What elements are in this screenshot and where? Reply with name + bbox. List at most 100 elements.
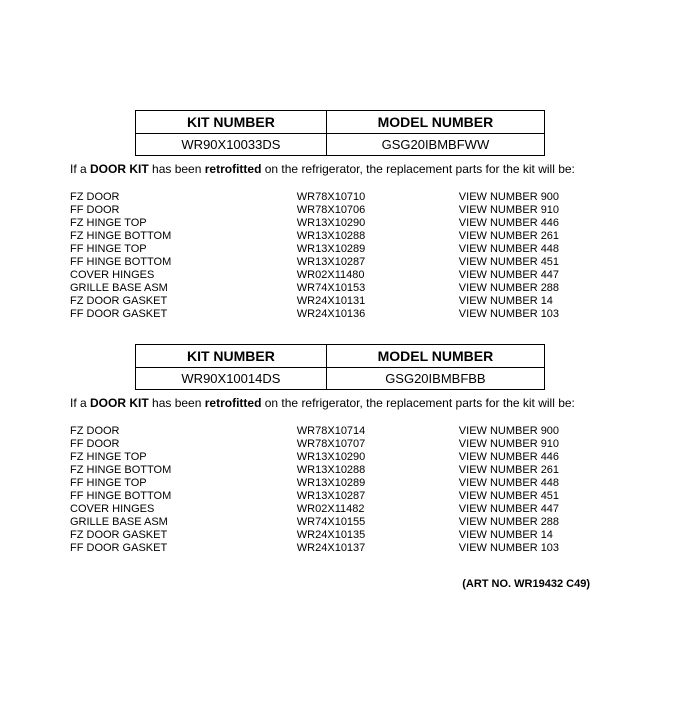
parts-row: FF DOORWR78X10707VIEW NUMBER 910 <box>70 437 610 450</box>
kit2-model-value: GSG20IBMBFBB <box>326 368 544 390</box>
parts-row: COVER HINGESWR02X11480VIEW NUMBER 447 <box>70 268 610 281</box>
kit1-note: If a DOOR KIT has been retrofitted on th… <box>70 162 610 176</box>
parts-row: FZ DOORWR78X10710VIEW NUMBER 900 <box>70 190 610 203</box>
part-number: WR13X10288 <box>297 463 459 476</box>
kit2-note-bold1: DOOR KIT <box>90 396 149 410</box>
kit2-note-suffix: on the refrigerator, the replacement par… <box>261 396 575 410</box>
parts-row: FF HINGE TOPWR13X10289VIEW NUMBER 448 <box>70 242 610 255</box>
part-view: VIEW NUMBER 451 <box>459 489 610 502</box>
kit1-parts-table: FZ DOORWR78X10710VIEW NUMBER 900FF DOORW… <box>70 190 610 320</box>
part-number: WR02X11482 <box>297 502 459 515</box>
parts-row: FZ HINGE TOPWR13X10290VIEW NUMBER 446 <box>70 216 610 229</box>
kit2-model-header: MODEL NUMBER <box>326 345 544 368</box>
part-number: WR13X10289 <box>297 476 459 489</box>
part-number: WR13X10287 <box>297 255 459 268</box>
kit1-note-mid: has been <box>149 162 205 176</box>
part-view: VIEW NUMBER 14 <box>459 294 610 307</box>
part-name: FF HINGE TOP <box>70 242 297 255</box>
part-name: FZ DOOR <box>70 190 297 203</box>
part-view: VIEW NUMBER 288 <box>459 515 610 528</box>
kit1-note-prefix: If a <box>70 162 90 176</box>
part-name: FZ DOOR GASKET <box>70 528 297 541</box>
parts-row: FZ DOORWR78X10714VIEW NUMBER 900 <box>70 424 610 437</box>
part-name: FZ HINGE TOP <box>70 450 297 463</box>
kit1-model-header: MODEL NUMBER <box>326 111 544 134</box>
part-name: COVER HINGES <box>70 268 297 281</box>
parts-row: FZ HINGE BOTTOMWR13X10288VIEW NUMBER 261 <box>70 463 610 476</box>
parts-row: FF DOOR GASKETWR24X10136VIEW NUMBER 103 <box>70 307 610 320</box>
kit2-header-table: KIT NUMBER MODEL NUMBER WR90X10014DS GSG… <box>135 344 545 390</box>
parts-row: FF HINGE BOTTOMWR13X10287VIEW NUMBER 451 <box>70 489 610 502</box>
part-name: GRILLE BASE ASM <box>70 281 297 294</box>
part-name: FF HINGE BOTTOM <box>70 255 297 268</box>
part-name: FF DOOR GASKET <box>70 307 297 320</box>
kit1-model-value: GSG20IBMBFWW <box>326 134 544 156</box>
kit2-note-mid: has been <box>149 396 205 410</box>
part-name: FF DOOR <box>70 203 297 216</box>
part-number: WR78X10706 <box>297 203 459 216</box>
kit1-note-bold1: DOOR KIT <box>90 162 149 176</box>
parts-row: FZ HINGE TOPWR13X10290VIEW NUMBER 446 <box>70 450 610 463</box>
part-view: VIEW NUMBER 446 <box>459 216 610 229</box>
part-number: WR78X10710 <box>297 190 459 203</box>
part-view: VIEW NUMBER 447 <box>459 268 610 281</box>
part-number: WR24X10135 <box>297 528 459 541</box>
part-number: WR78X10707 <box>297 437 459 450</box>
part-view: VIEW NUMBER 261 <box>459 463 610 476</box>
part-number: WR78X10714 <box>297 424 459 437</box>
part-number: WR02X11480 <box>297 268 459 281</box>
parts-row: GRILLE BASE ASMWR74X10153VIEW NUMBER 288 <box>70 281 610 294</box>
kit2-note-prefix: If a <box>70 396 90 410</box>
parts-row: FF DOOR GASKETWR24X10137VIEW NUMBER 103 <box>70 541 610 554</box>
part-number: WR74X10153 <box>297 281 459 294</box>
part-view: VIEW NUMBER 448 <box>459 476 610 489</box>
kit1-note-bold2: retrofitted <box>205 162 262 176</box>
part-number: WR24X10131 <box>297 294 459 307</box>
part-number: WR24X10136 <box>297 307 459 320</box>
part-number: WR13X10288 <box>297 229 459 242</box>
part-number: WR13X10290 <box>297 450 459 463</box>
kit1-kit-value: WR90X10033DS <box>136 134 327 156</box>
part-view: VIEW NUMBER 288 <box>459 281 610 294</box>
part-number: WR13X10287 <box>297 489 459 502</box>
part-number: WR24X10137 <box>297 541 459 554</box>
part-view: VIEW NUMBER 910 <box>459 437 610 450</box>
part-view: VIEW NUMBER 103 <box>459 541 610 554</box>
part-name: FZ DOOR <box>70 424 297 437</box>
part-view: VIEW NUMBER 448 <box>459 242 610 255</box>
part-name: FF DOOR GASKET <box>70 541 297 554</box>
kit2-note: If a DOOR KIT has been retrofitted on th… <box>70 396 610 410</box>
part-name: FF DOOR <box>70 437 297 450</box>
parts-row: FZ DOOR GASKETWR24X10131VIEW NUMBER 14 <box>70 294 610 307</box>
part-number: WR13X10290 <box>297 216 459 229</box>
part-view: VIEW NUMBER 446 <box>459 450 610 463</box>
part-name: FF HINGE BOTTOM <box>70 489 297 502</box>
part-number: WR13X10289 <box>297 242 459 255</box>
part-view: VIEW NUMBER 103 <box>459 307 610 320</box>
part-name: FF HINGE TOP <box>70 476 297 489</box>
kit2-kit-header: KIT NUMBER <box>136 345 327 368</box>
parts-row: GRILLE BASE ASMWR74X10155VIEW NUMBER 288 <box>70 515 610 528</box>
kit1-kit-header: KIT NUMBER <box>136 111 327 134</box>
parts-row: FF HINGE TOPWR13X10289VIEW NUMBER 448 <box>70 476 610 489</box>
part-name: COVER HINGES <box>70 502 297 515</box>
parts-row: FF HINGE BOTTOMWR13X10287VIEW NUMBER 451 <box>70 255 610 268</box>
kit2-parts-table: FZ DOORWR78X10714VIEW NUMBER 900FF DOORW… <box>70 424 610 554</box>
kit1-note-suffix: on the refrigerator, the replacement par… <box>261 162 575 176</box>
parts-row: COVER HINGESWR02X11482VIEW NUMBER 447 <box>70 502 610 515</box>
kit1-header-table: KIT NUMBER MODEL NUMBER WR90X10033DS GSG… <box>135 110 545 156</box>
part-name: FZ DOOR GASKET <box>70 294 297 307</box>
part-view: VIEW NUMBER 900 <box>459 190 610 203</box>
part-name: GRILLE BASE ASM <box>70 515 297 528</box>
part-name: FZ HINGE BOTTOM <box>70 229 297 242</box>
kit2-kit-value: WR90X10014DS <box>136 368 327 390</box>
part-view: VIEW NUMBER 900 <box>459 424 610 437</box>
part-view: VIEW NUMBER 447 <box>459 502 610 515</box>
art-number: (ART NO. WR19432 C49) <box>70 578 610 590</box>
page: KIT NUMBER MODEL NUMBER WR90X10033DS GSG… <box>0 0 680 620</box>
parts-row: FZ HINGE BOTTOMWR13X10288VIEW NUMBER 261 <box>70 229 610 242</box>
kit2-note-bold2: retrofitted <box>205 396 262 410</box>
part-view: VIEW NUMBER 261 <box>459 229 610 242</box>
parts-row: FZ DOOR GASKETWR24X10135VIEW NUMBER 14 <box>70 528 610 541</box>
part-view: VIEW NUMBER 451 <box>459 255 610 268</box>
